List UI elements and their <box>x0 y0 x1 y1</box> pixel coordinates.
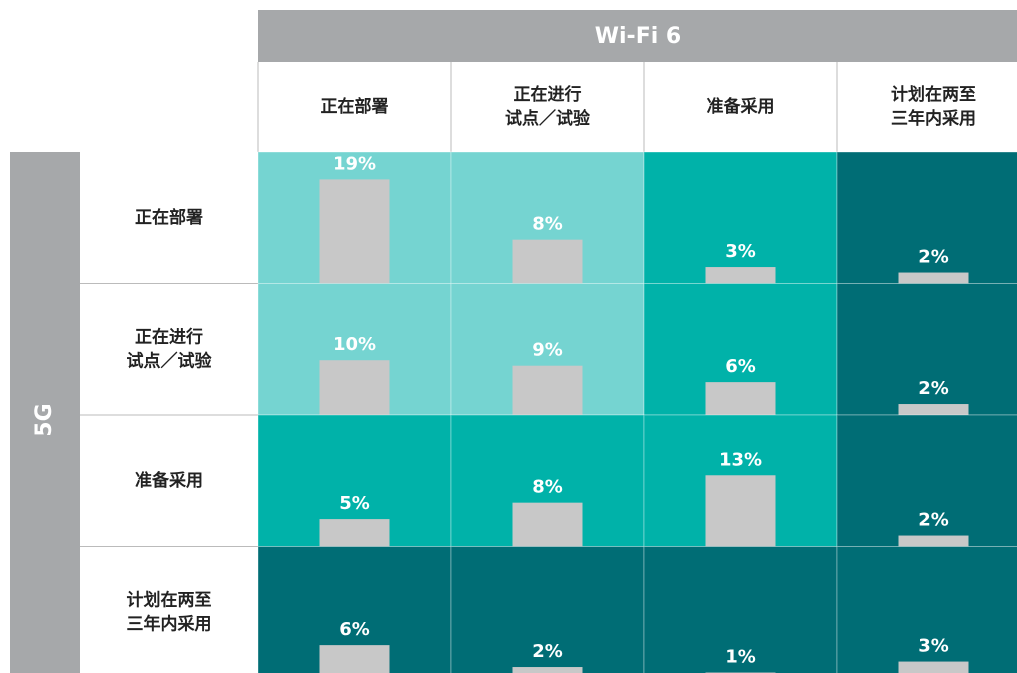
value-label: 2% <box>532 641 563 662</box>
bar <box>898 535 969 547</box>
bar <box>705 475 776 547</box>
value-label: 6% <box>725 356 756 377</box>
value-label: 2% <box>918 510 949 531</box>
bar <box>705 382 776 415</box>
row-label: 三年内采用 <box>127 613 212 634</box>
bar <box>512 365 583 415</box>
value-label: 3% <box>725 241 756 262</box>
value-label: 6% <box>339 619 370 640</box>
bar <box>512 667 583 673</box>
bar <box>898 661 969 673</box>
column-label: 正在进行 <box>514 84 582 105</box>
x-title: Wi-Fi 6 <box>595 24 681 49</box>
bar <box>319 360 390 415</box>
bar <box>705 267 776 284</box>
bar <box>512 502 583 547</box>
value-label: 2% <box>918 247 949 268</box>
bar <box>319 179 390 284</box>
bar <box>898 272 969 284</box>
column-label: 试点／试验 <box>505 108 591 129</box>
cell <box>836 151 1017 284</box>
cell <box>836 546 1017 673</box>
row-label: 试点／试验 <box>127 350 213 371</box>
y-title: 5G <box>32 403 57 436</box>
bar <box>512 239 583 284</box>
row-label: 准备采用 <box>135 470 203 491</box>
value-label: 2% <box>918 378 949 399</box>
value-label: 13% <box>719 449 762 470</box>
cell <box>836 414 1017 547</box>
row-label: 计划在两至 <box>127 589 212 610</box>
column-label: 准备采用 <box>707 96 775 117</box>
column-label: 正在部署 <box>321 96 389 117</box>
cell <box>836 283 1017 416</box>
value-label: 3% <box>918 636 949 657</box>
value-label: 8% <box>532 214 563 235</box>
value-label: 5% <box>339 493 370 514</box>
value-label: 9% <box>532 340 563 361</box>
y-title-band <box>10 152 80 673</box>
column-label: 计划在两至 <box>891 84 976 105</box>
column-label: 三年内采用 <box>891 108 976 129</box>
bar <box>898 404 969 415</box>
cell <box>450 546 645 673</box>
value-label: 19% <box>333 153 376 174</box>
value-label: 10% <box>333 334 376 355</box>
row-label: 正在部署 <box>135 207 203 228</box>
cell <box>643 151 838 284</box>
bar <box>319 519 390 547</box>
value-label: 1% <box>725 647 756 668</box>
x-title-band <box>258 10 1017 62</box>
row-label: 正在进行 <box>135 326 203 347</box>
bar <box>319 645 390 673</box>
cell <box>643 546 838 673</box>
value-label: 8% <box>532 477 563 498</box>
